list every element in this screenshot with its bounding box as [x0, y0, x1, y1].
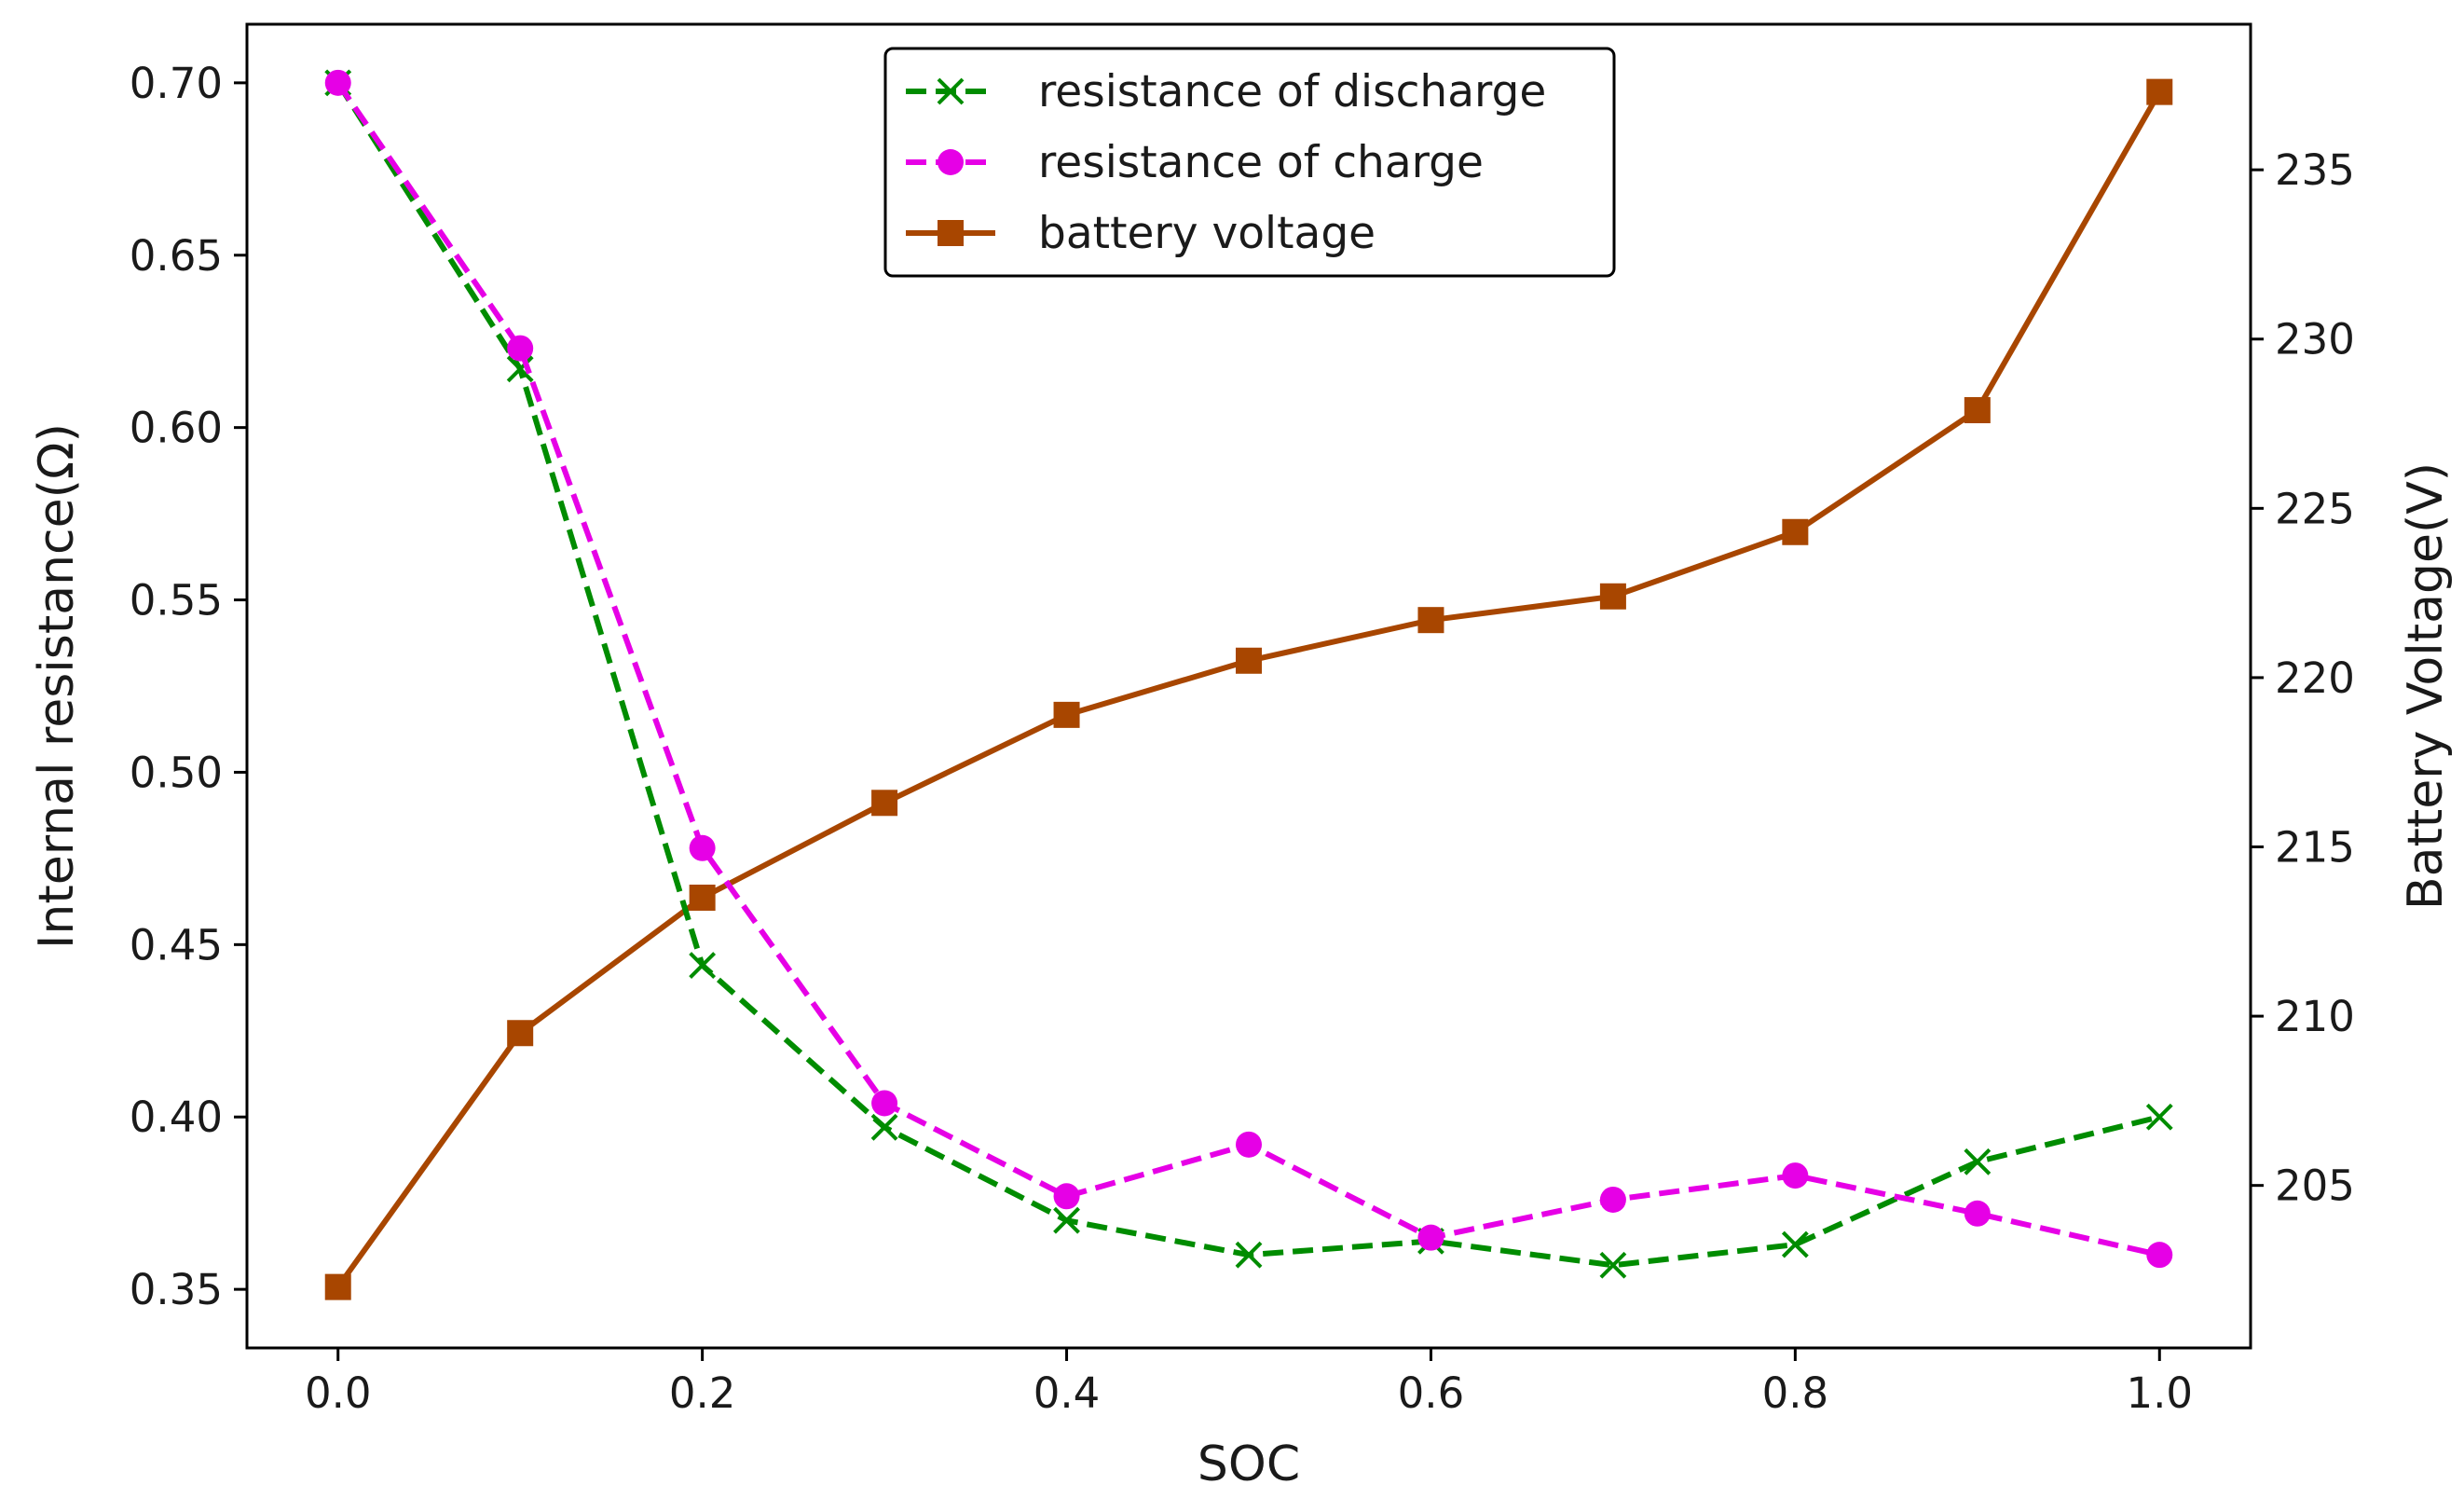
data-point [1053, 1206, 1080, 1234]
series-resistance-of-charge [324, 69, 2173, 1269]
data-point [1599, 1251, 1627, 1279]
x-marker-stroke [937, 77, 965, 105]
data-point [324, 1273, 351, 1300]
y-axis-left-ticks: 0.35 0.40 0.45 0.50 0.55 0.60 0.65 0.70 [130, 59, 247, 1314]
y-left-tick-label: 0.35 [130, 1265, 223, 1314]
series-battery-voltage [324, 78, 2173, 1300]
legend-entry: battery voltage [906, 208, 1376, 259]
x-marker-stroke [1781, 1230, 1809, 1258]
x-marker-stroke [2145, 1103, 2173, 1131]
data-point [1053, 1183, 1080, 1210]
legend-marker [938, 149, 964, 175]
y-right-tick-label: 210 [2275, 992, 2355, 1041]
data-point [1417, 1224, 1444, 1251]
data-point [1599, 1186, 1626, 1213]
y-right-tick-label: 205 [2275, 1161, 2355, 1211]
data-point [1599, 583, 1626, 610]
y-left-tick-label: 0.55 [130, 576, 223, 625]
data-point [689, 952, 717, 979]
x-tick-label: 0.8 [1762, 1368, 1829, 1418]
legend-label: resistance of discharge [1038, 66, 1546, 117]
data-point [1053, 701, 1080, 728]
y-left-tick-label: 0.60 [130, 404, 223, 453]
x-axis-title: SOC [1198, 1436, 1300, 1492]
legend: resistance of discharge resistance of cha… [883, 47, 1616, 278]
data-point [1235, 1241, 1263, 1269]
data-point [507, 335, 534, 362]
x-tick-label: 0.4 [1034, 1368, 1101, 1418]
data-point [1964, 1200, 1991, 1227]
data-point [871, 1090, 898, 1117]
x-marker-stroke [506, 355, 534, 383]
y-right-tick-label: 220 [2275, 653, 2355, 703]
y-right-tick-label: 215 [2275, 823, 2355, 873]
y-left-tick-label: 0.45 [130, 920, 223, 969]
x-tick-label: 0.2 [669, 1368, 736, 1418]
data-point [2146, 1242, 2173, 1269]
legend-box [883, 47, 1616, 278]
y-left-tick-label: 0.70 [130, 59, 223, 108]
y-left-tick-label: 0.40 [130, 1093, 223, 1142]
y-axis-left-title: Internal resistance(Ω) [29, 423, 85, 949]
data-point [870, 1113, 898, 1141]
data-point [1782, 518, 1809, 545]
x-marker-stroke [1964, 1148, 1992, 1175]
data-point [1964, 397, 1991, 424]
data-point [506, 355, 534, 383]
y-right-tick-label: 230 [2275, 315, 2355, 364]
legend-entry: resistance of charge [906, 137, 1484, 188]
x-tick-label: 0.0 [305, 1368, 372, 1418]
data-point [2146, 78, 2173, 105]
data-point [1782, 1162, 1809, 1189]
plot-frame [245, 22, 2252, 1350]
data-point [689, 834, 716, 861]
data-point [1417, 607, 1444, 634]
x-marker-stroke [1599, 1251, 1627, 1279]
x-axis-ticks: 0.0 0.2 0.4 0.6 0.8 1.0 [305, 1348, 2193, 1418]
data-point [689, 884, 716, 911]
data-point [2145, 1103, 2173, 1131]
y-right-tick-label: 225 [2275, 484, 2355, 533]
x-marker-stroke [1053, 1206, 1080, 1234]
legend-label: battery voltage [1038, 208, 1376, 259]
data-point [324, 69, 351, 96]
legend-label: resistance of charge [1038, 137, 1484, 188]
x-marker-stroke [870, 1113, 898, 1141]
y-right-tick-label: 235 [2275, 145, 2355, 195]
legend-marker [937, 77, 965, 105]
legend-marker [938, 220, 964, 246]
y-axis-right-ticks: 205 210 215 220 225 230 235 [2251, 145, 2355, 1211]
y-left-tick-label: 0.65 [130, 231, 223, 281]
plot-series [324, 69, 2173, 1300]
x-marker-stroke [689, 952, 717, 979]
data-point [871, 790, 898, 817]
data-point [1236, 1131, 1262, 1158]
y-left-tick-label: 0.50 [130, 748, 223, 797]
x-marker-stroke [1235, 1241, 1263, 1269]
data-point [1964, 1148, 1992, 1175]
x-tick-label: 1.0 [2126, 1368, 2193, 1418]
legend-entry: resistance of discharge [906, 66, 1546, 117]
y-axis-right-title: Battery Voltage(V) [2398, 462, 2454, 910]
data-point [1781, 1230, 1809, 1258]
data-point [507, 1020, 534, 1047]
data-point [1236, 647, 1262, 674]
x-tick-label: 0.6 [1398, 1368, 1465, 1418]
